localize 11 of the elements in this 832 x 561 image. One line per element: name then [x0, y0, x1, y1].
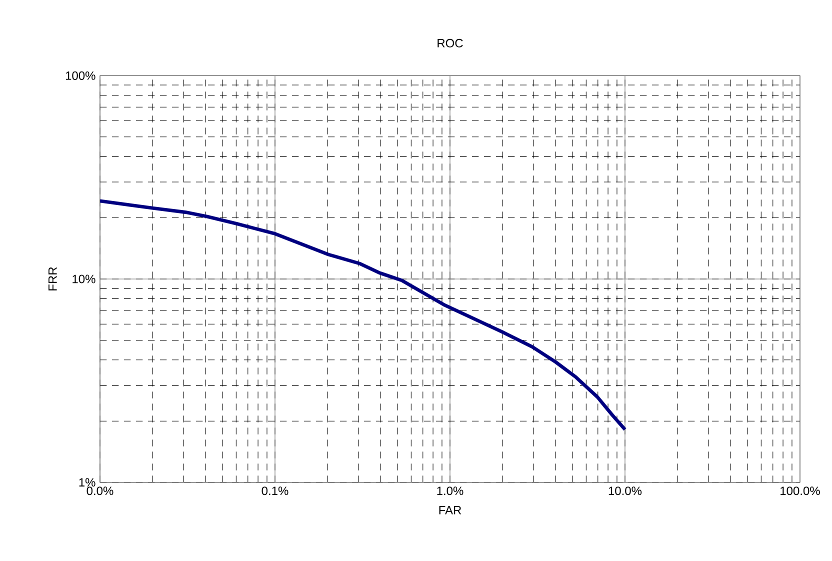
x-tick-label: 1.0%	[437, 486, 464, 496]
y-tick-label: 1%	[79, 478, 96, 487]
y-axis-title: FRR	[48, 267, 57, 290]
x-tick-label: 0.0%	[86, 486, 114, 496]
y-tick-label: 100%	[66, 71, 96, 80]
x-tick-label: 100.0%	[780, 486, 820, 496]
x-tick-label: 0.1%	[262, 486, 288, 496]
chart-title: ROC	[438, 38, 463, 48]
y-tick-label: 10%	[72, 274, 96, 284]
x-axis-title: FAR	[439, 506, 462, 514]
x-tick-label: 10.0%	[608, 486, 642, 496]
